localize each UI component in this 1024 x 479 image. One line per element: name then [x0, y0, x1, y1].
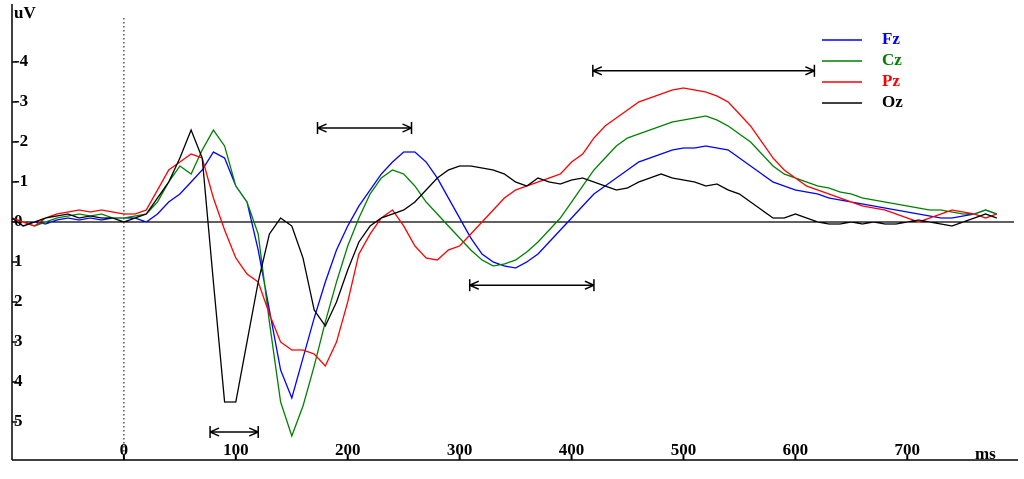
y-tick-label: -3 — [14, 91, 28, 110]
y-tick-label: 2 — [14, 291, 23, 310]
x-tick-label: 400 — [559, 440, 585, 459]
y-axis-label: uV — [14, 3, 36, 22]
window-head — [584, 280, 595, 290]
legend-label: Fz — [882, 29, 900, 48]
x-axis-label: ms — [975, 444, 996, 463]
legend-label: Cz — [882, 50, 902, 69]
x-tick-label: 200 — [335, 440, 361, 459]
x-tick-label: 700 — [895, 440, 921, 459]
series-line — [11, 128, 998, 403]
window-head — [805, 66, 815, 76]
window-head — [469, 280, 480, 290]
legend-label: Pz — [882, 71, 900, 90]
series-line — [11, 145, 998, 401]
x-tick-label: 300 — [447, 440, 473, 459]
y-tick-label: -1 — [14, 171, 28, 190]
window-head — [248, 427, 259, 437]
x-tick-label: 500 — [671, 440, 697, 459]
y-tick-label: 4 — [14, 371, 23, 390]
series-line — [11, 87, 998, 368]
x-tick-label: 600 — [783, 440, 809, 459]
y-tick-label: -4 — [14, 51, 29, 70]
y-tick-label: 5 — [14, 411, 23, 430]
x-tick-label: 100 — [223, 440, 249, 459]
window-head — [592, 66, 603, 76]
window-head — [402, 123, 412, 133]
x-tick-label: 0 — [120, 440, 129, 459]
window-head — [209, 427, 220, 437]
y-tick-label: -2 — [14, 131, 28, 150]
y-tick-label: 3 — [14, 331, 23, 350]
y-tick-label: 1 — [14, 251, 23, 270]
window-head — [317, 123, 327, 133]
series-line — [11, 115, 998, 438]
legend-label: Oz — [882, 92, 903, 111]
